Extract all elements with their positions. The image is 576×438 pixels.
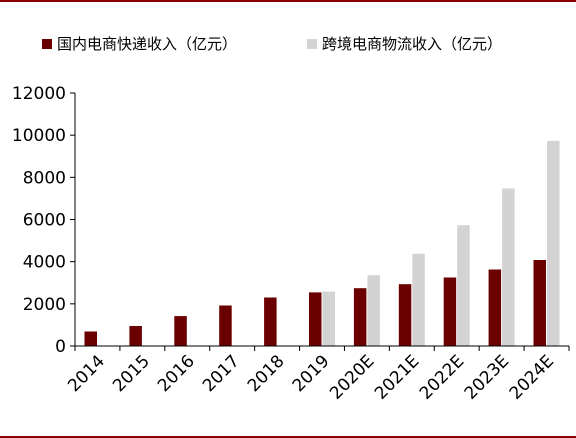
x-tick-label-2024E: 2024E [506, 351, 558, 403]
bar-crossborder-2023E [502, 188, 515, 346]
bar-crossborder-2022E [457, 225, 470, 346]
bar-domestic-2015 [129, 326, 142, 346]
bar-domestic-2021E [398, 284, 412, 346]
x-tick-label-2014: 2014 [64, 351, 109, 396]
y-tick-label-10000: 10000 [12, 126, 66, 146]
bar-domestic-2016 [174, 316, 187, 346]
legend-swatch-domestic [42, 39, 52, 49]
y-tick-label-6000: 6000 [23, 211, 66, 231]
bar-domestic-2023E [488, 269, 502, 346]
bar-crossborder-2019 [322, 291, 335, 346]
bar-domestic-2024E [533, 260, 546, 346]
x-tick-label-2021E: 2021E [371, 351, 423, 403]
x-tick-label-2016: 2016 [154, 351, 199, 396]
bar-crossborder-2024E [547, 140, 560, 346]
y-tick-label-2000: 2000 [23, 295, 66, 315]
legend: 国内电商快递收入（亿元） 跨境电商物流收入（亿元） [42, 35, 502, 53]
y-tick-label-0: 0 [55, 337, 66, 357]
x-tick-label-2017: 2017 [199, 351, 244, 396]
top-border [0, 0, 576, 2]
bar-crossborder-2021E [412, 253, 425, 346]
y-tick-label-8000: 8000 [23, 168, 66, 188]
x-tick-label-2022E: 2022E [416, 351, 468, 403]
x-tick-label-2023E: 2023E [461, 351, 513, 403]
bar-domestic-2017 [219, 305, 232, 346]
bottom-border [0, 436, 576, 438]
y-tick-label-4000: 4000 [23, 253, 66, 273]
bar-domestic-2014 [84, 331, 97, 346]
x-tick-label-2015: 2015 [109, 351, 154, 396]
bar-domestic-2022E [443, 277, 457, 346]
legend-label-crossborder: 跨境电商物流收入（亿元） [322, 35, 502, 53]
y-tick-label-12000: 12000 [12, 84, 66, 104]
bar-domestic-2019 [309, 292, 322, 346]
x-tick-label-2018: 2018 [244, 351, 289, 396]
x-tick-label-2020E: 2020E [326, 351, 378, 403]
bar-domestic-2018 [264, 297, 277, 346]
bar-crossborder-2020E [367, 275, 380, 346]
bar-domestic-2020E [353, 288, 367, 346]
legend-swatch-crossborder [307, 39, 317, 49]
legend-label-domestic: 国内电商快递收入（亿元） [57, 35, 237, 53]
